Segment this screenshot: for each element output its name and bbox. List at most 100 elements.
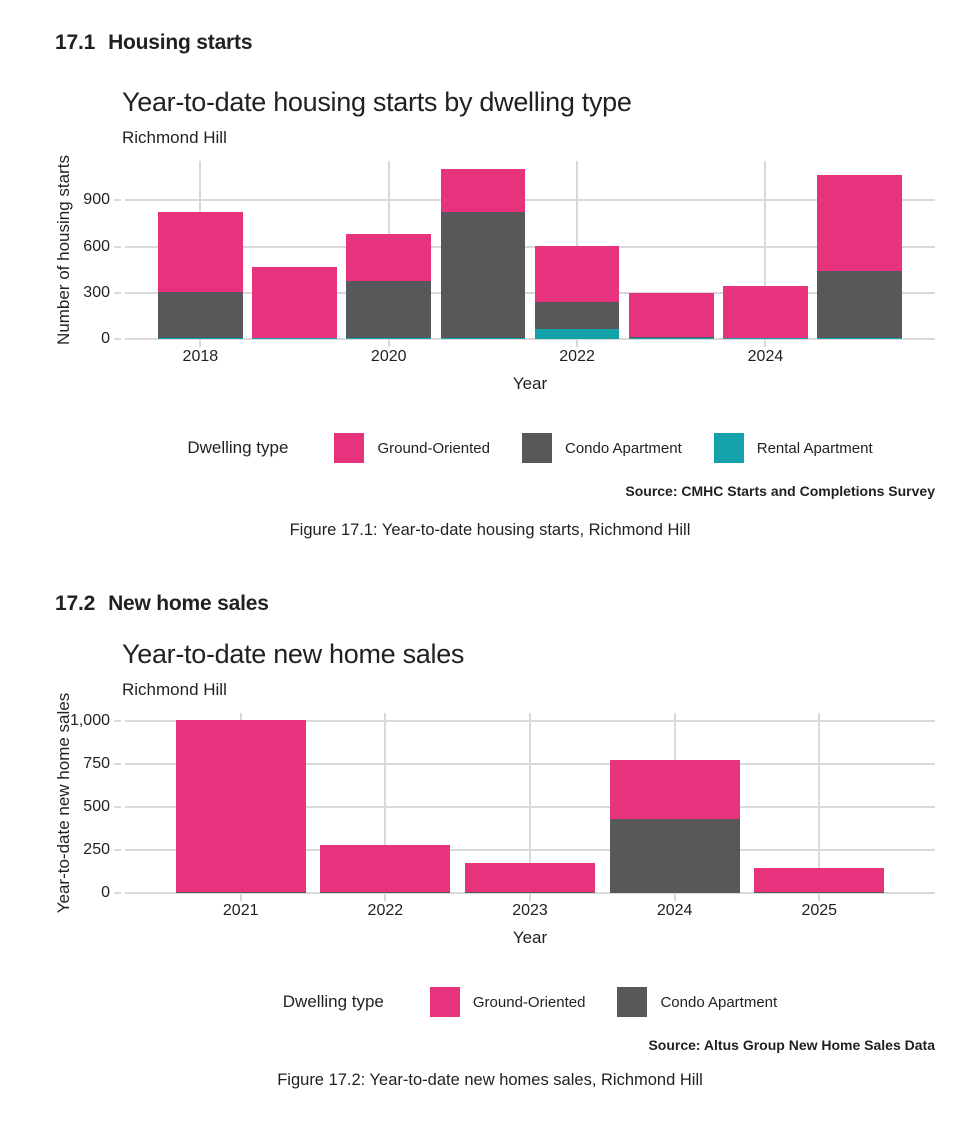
x-tick-mark — [239, 894, 242, 901]
bar-segment — [252, 266, 337, 339]
y-tick-mark — [114, 291, 121, 294]
legend-item-label: Condo Apartment — [660, 993, 778, 1011]
y-tick-mark — [114, 762, 121, 765]
x-tick-label: 2024 — [747, 348, 784, 365]
plot-region: Year-to-date new home sales 0 250 500 750 1,… — [0, 693, 980, 913]
x-tick-label: 2020 — [370, 348, 407, 365]
legend-items: Ground-Oriented Condo Apartment Rental Apa… — [334, 433, 873, 463]
legend-item: Condo Apartment — [522, 433, 682, 463]
y-tick-label: 1,000 — [69, 711, 110, 729]
legend-swatch-icon — [617, 987, 648, 1017]
y-tick-label: 500 — [83, 797, 110, 815]
figure-caption-17-1: Figure 17.1: Year-to-date housing starts… — [289, 521, 691, 539]
new-home-sales-chart: Year-to-date new home sales Richmond Hil… — [0, 638, 980, 1053]
legend-item: Ground-Oriented — [334, 433, 490, 463]
legend-item: Rental Apartment — [713, 433, 873, 463]
bar-segment — [175, 891, 306, 893]
section-number: 17.1 — [55, 31, 96, 54]
gridline — [764, 161, 767, 339]
y-tick-label: 300 — [83, 283, 110, 301]
y-tick-mark — [114, 245, 121, 248]
bar-segment — [157, 338, 243, 339]
legend-swatch-icon — [429, 987, 460, 1017]
y-tick-mark — [114, 338, 121, 340]
x-tick-label: 2018 — [182, 348, 219, 365]
y-tick-label: 900 — [83, 191, 110, 209]
bar-segment — [534, 328, 620, 339]
x-tick-labels: 2021 2022 2023 2024 2025 — [125, 901, 935, 921]
x-axis-title: Year — [512, 374, 548, 393]
bar-segment — [320, 891, 451, 893]
y-tick-mark — [114, 805, 121, 808]
bar-segment — [440, 338, 526, 339]
section-title: Housing starts — [108, 31, 253, 54]
source-credit: Source: CMHC Starts and Completions Surv… — [625, 483, 935, 499]
x-tick-labels: 2018 2020 2022 2024 — [125, 347, 935, 367]
y-tick-mark — [114, 719, 121, 722]
section-number: 17.2 — [55, 592, 96, 615]
x-tick-mark — [673, 894, 676, 901]
bar-segment — [464, 863, 596, 892]
legend-item-label: Rental Apartment — [756, 439, 873, 457]
bar-segment — [534, 245, 620, 303]
x-tick-mark — [529, 894, 531, 901]
x-tick-label: 2021 — [222, 902, 259, 919]
section-heading-housing-starts: 17.1 Housing starts — [55, 31, 253, 55]
bar-segment — [723, 338, 808, 339]
x-tick-label: 2022 — [559, 348, 595, 365]
bar-segment — [440, 168, 526, 213]
plot-region: Number of housing starts 0 300 600 900 — [0, 155, 980, 347]
x-tick-mark — [387, 340, 390, 347]
x-tick-label: 2024 — [656, 902, 693, 919]
housing-starts-chart: Year-to-date housing starts by dwelling … — [0, 86, 980, 499]
bar-segment — [464, 891, 596, 893]
chart-subtitle: Richmond Hill — [122, 128, 227, 147]
y-tick-mark — [114, 848, 121, 851]
legend-swatch-icon — [334, 433, 365, 463]
legend-item: Condo Apartment — [617, 987, 777, 1017]
bar-segment — [157, 291, 243, 339]
gridline — [125, 199, 935, 202]
x-tick-mark — [818, 894, 821, 901]
y-tick-label: 0 — [101, 330, 110, 347]
bar-segment — [320, 845, 451, 892]
bar-segment — [723, 285, 808, 339]
legend-item-label: Condo Apartment — [565, 439, 682, 457]
x-tick-mark — [384, 894, 387, 901]
x-tick-label: 2023 — [512, 902, 548, 919]
legend-swatch-icon — [522, 433, 552, 463]
y-tick-label: 0 — [101, 884, 110, 901]
bar-segment — [817, 175, 903, 271]
gridline — [384, 713, 387, 893]
legend-title: Dwelling type — [187, 438, 289, 457]
legend: Dwelling type Ground-Oriented Condo Apart… — [125, 433, 935, 463]
bar-segment — [440, 212, 526, 339]
source-credit: Source: Altus Group New Home Sales Data — [648, 1037, 935, 1053]
bar-segment — [346, 233, 432, 282]
bar-segment — [157, 211, 243, 292]
legend-item-label: Ground-Oriented — [472, 993, 586, 1011]
bar-segment — [817, 338, 903, 339]
x-tick-mark — [764, 340, 767, 347]
bar-segment — [252, 338, 337, 339]
section-title: New home sales — [108, 592, 269, 615]
bar-segment — [609, 819, 740, 893]
gridline — [529, 713, 531, 893]
chart-title: Year-to-date housing starts by dwelling … — [122, 87, 632, 117]
bar-segment — [346, 338, 432, 339]
figure-caption-17-2: Figure 17.2: Year-to-date new homes sale… — [277, 1071, 703, 1089]
legend-items: Ground-Oriented Condo Apartment — [429, 987, 777, 1017]
gridline — [125, 892, 935, 894]
bar-segment — [175, 719, 306, 892]
y-tick-label: 750 — [83, 754, 110, 772]
gridline — [125, 245, 935, 248]
legend-item: Ground-Oriented — [429, 987, 586, 1017]
legend-swatch-icon — [713, 433, 744, 463]
gridline — [125, 291, 935, 294]
legend-title: Dwelling type — [282, 992, 384, 1011]
legend: Dwelling type Ground-Oriented Condo Apart… — [125, 987, 935, 1017]
y-tick-mark — [114, 199, 121, 202]
bar-segment — [609, 759, 740, 820]
plot-area — [125, 161, 935, 347]
